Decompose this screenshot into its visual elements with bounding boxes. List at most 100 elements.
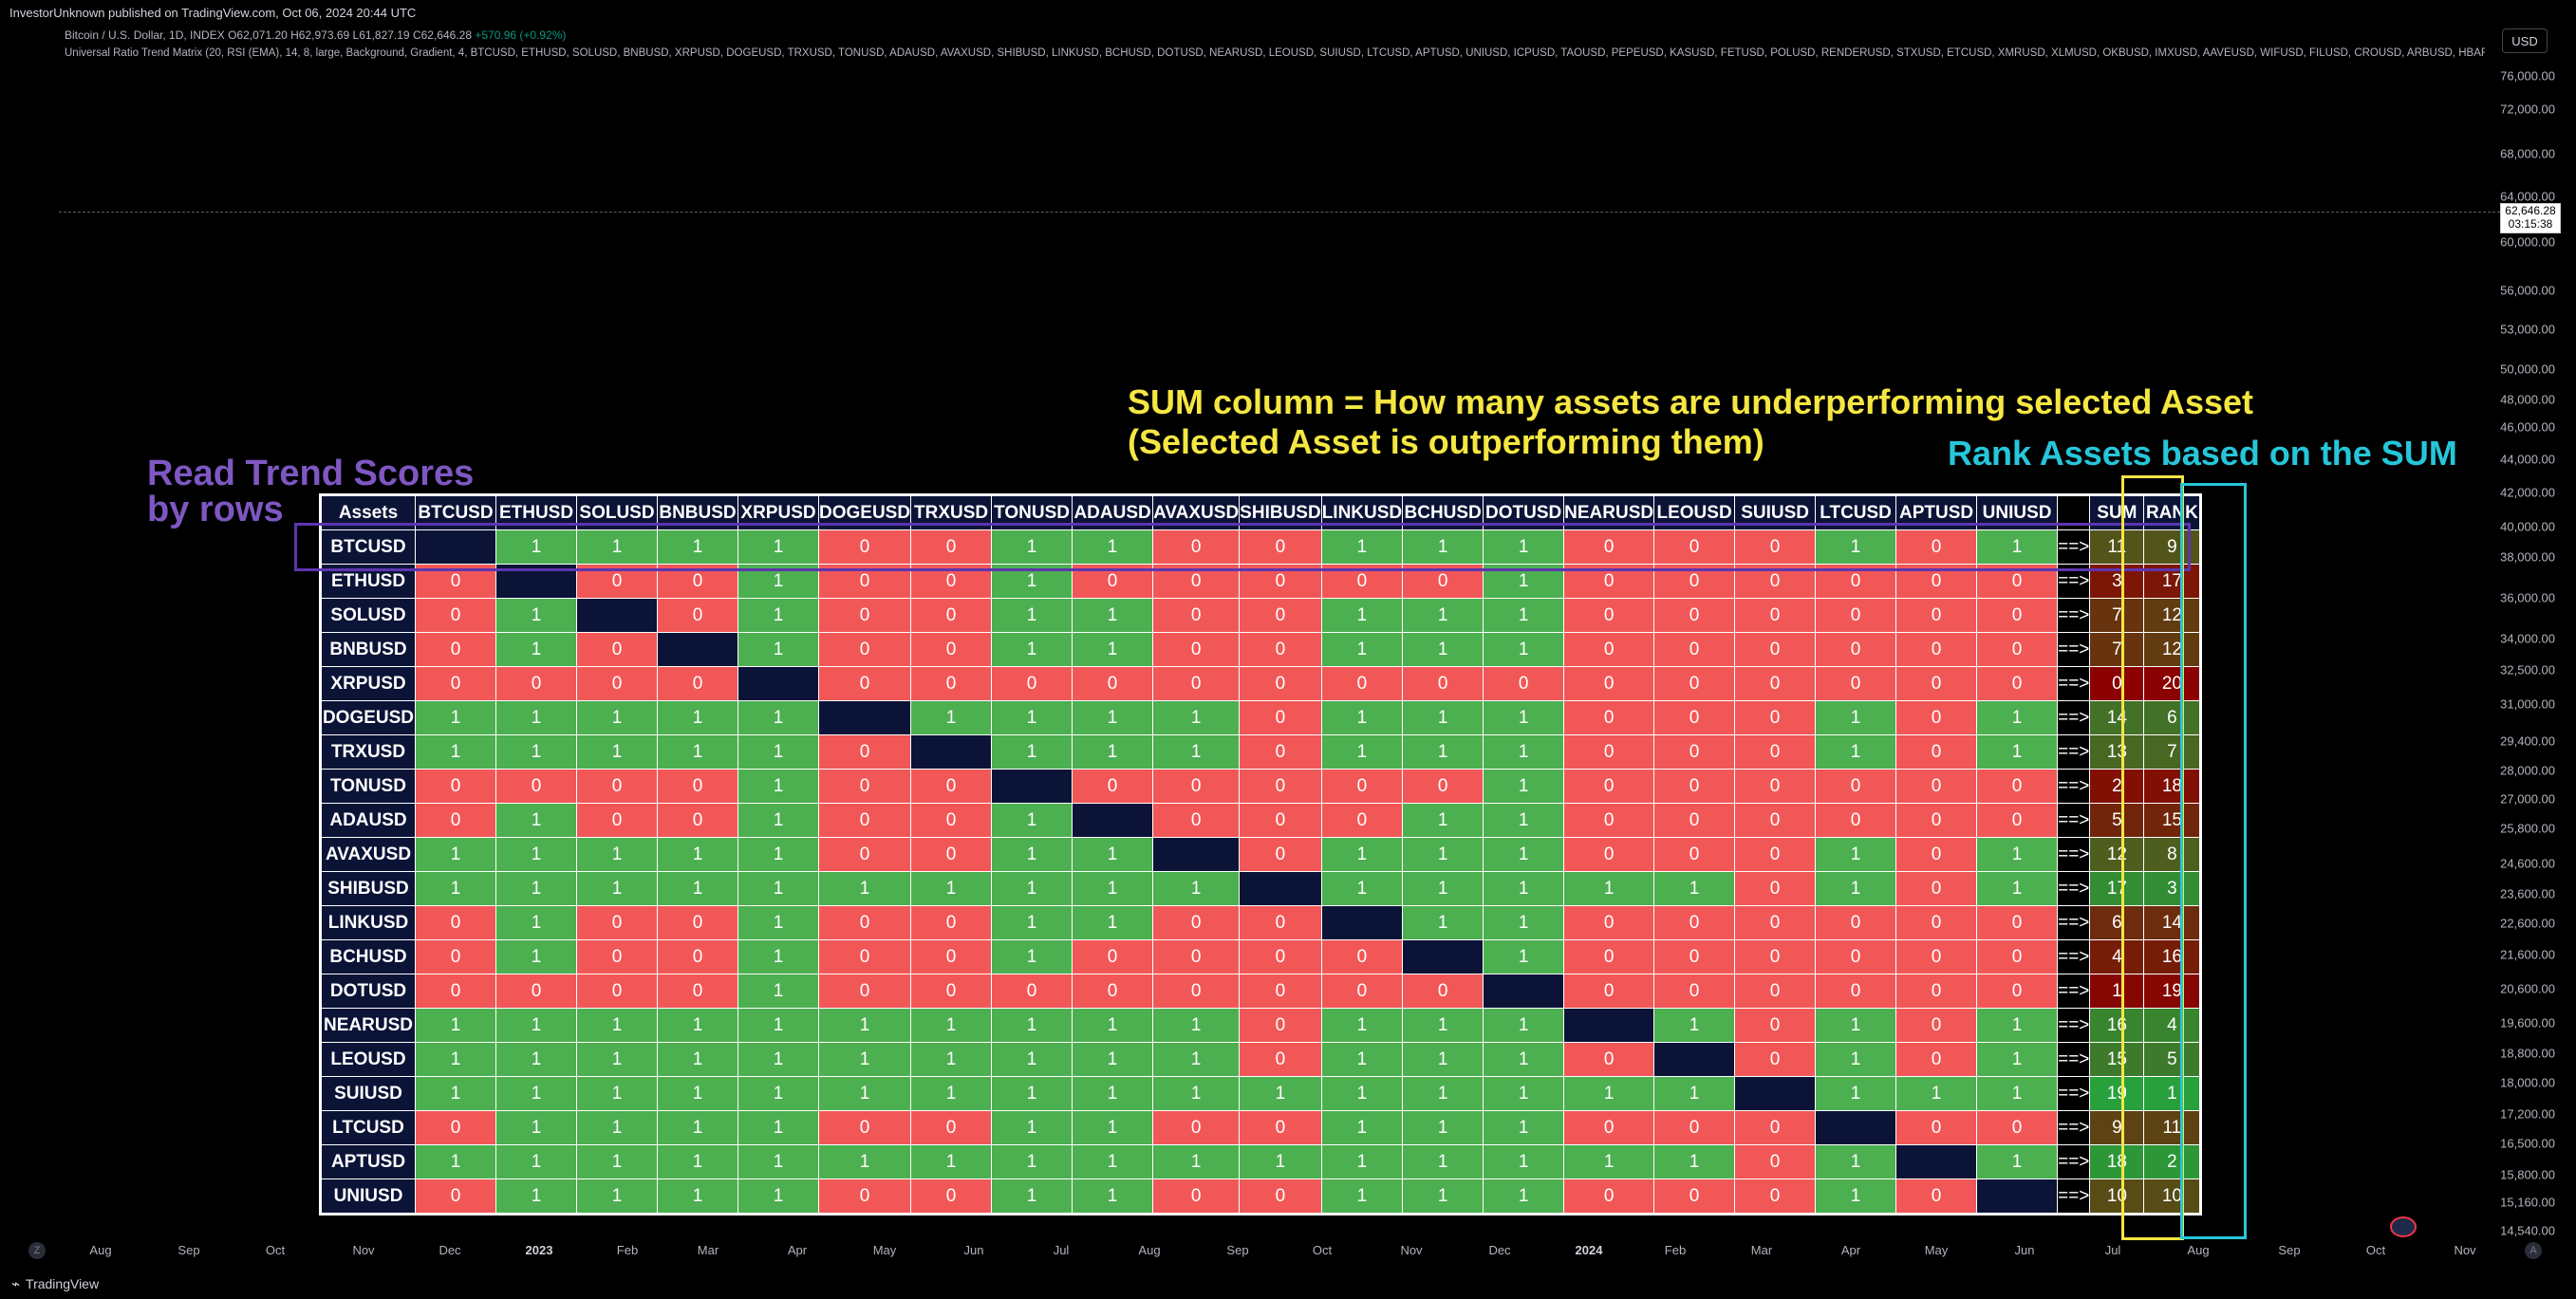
time-tick: Aug [2187,1243,2210,1257]
trend-score-cell: 1 [991,734,1073,770]
trend-score-cell: 0 [1239,1178,1322,1215]
trend-score-cell: 1 [991,1008,1073,1043]
trend-score-cell: 1 [495,803,577,838]
rank-cell: 15 [2143,803,2202,838]
trend-score-cell: 1 [1320,734,1404,770]
trend-score-cell: 0 [415,632,496,667]
row-asset-label: SHIBUSD [320,871,416,906]
trend-score-cell: 0 [1976,1110,2059,1145]
trend-score-cell: 0 [1895,632,1978,667]
trend-score-cell: 0 [1653,632,1736,667]
matrix-row: SHIBUSD 1 1 1 1 1 1 1 1 1 1 1 1 1 1 1 0 1 0 1 ==> 17 3 [320,871,2202,906]
sum-annotation: SUM column = How many assets are underpe… [1128,382,2253,462]
last-price-line [59,212,2500,213]
read-rows-line-1: Read Trend Scores [147,454,475,493]
sum-cell: 6 [2089,905,2145,940]
trend-score-cell: 0 [415,939,496,974]
trend-score-cell: 1 [1815,871,1897,906]
price-tick: 64,000.00 [2500,189,2555,204]
trend-score-cell: 0 [1653,974,1736,1009]
row-asset-label: TRXUSD [320,734,416,770]
sum-annotation-line-1: SUM column = How many assets are underpe… [1128,382,2254,421]
trend-score-cell: 1 [817,1076,912,1111]
trend-score-cell: 1 [1152,1008,1241,1043]
time-tick: 2023 [525,1243,553,1257]
trend-score-cell: 0 [415,598,496,633]
trend-score-cell: 1 [1976,1076,2059,1111]
rank-cell: 16 [2143,939,2202,974]
sum-cell: 16 [2089,1008,2145,1043]
trend-score-cell: 1 [657,1042,738,1077]
rank-cell: 1 [2143,1076,2202,1111]
diagonal-cell [1239,871,1322,906]
trend-score-cell: 1 [737,803,819,838]
trend-score-cell: 0 [1563,734,1655,770]
footer-brand[interactable]: TradingView [26,1276,100,1291]
indicator-legend[interactable]: Universal Ratio Trend Matrix (20, RSI (E… [65,47,2485,59]
time-axis[interactable]: Aug Sep Oct Nov Dec 2023 Feb Mar Apr May Jun Jul Aug… [0,1239,2576,1262]
price-tick: 60,000.00 [2500,234,2555,250]
rank-cell: 11 [2143,1110,2202,1145]
matrix-row: APTUSD 1 1 1 1 1 1 1 1 1 1 1 1 1 1 1 1 0 1 1 ==> 18 2 [320,1144,2202,1179]
trend-score-cell: 1 [1976,837,2059,872]
time-tick: 2024 [1575,1243,1603,1257]
price-tick: 18,000.00 [2500,1075,2555,1090]
trend-score-cell: 1 [1320,598,1404,633]
diagonal-cell [737,666,819,701]
trend-score-cell: 1 [1072,1042,1154,1077]
time-tick: Sep [2278,1243,2301,1257]
trend-score-cell: 1 [1483,1076,1565,1111]
trend-score-cell: 0 [1734,1008,1817,1043]
symbol-name[interactable]: Bitcoin / U.S. Dollar, 1D, INDEX [65,28,225,42]
arrow-cell: ==> [2057,1008,2091,1043]
trend-score-cell: 0 [1895,734,1978,770]
tradingview-logo-icon[interactable]: ⌁ [11,1276,21,1292]
trend-score-cell: 0 [576,632,658,667]
trend-score-cell: 0 [1239,905,1322,940]
trend-score-cell: 1 [495,632,577,667]
trend-score-cell: 0 [817,769,912,804]
diagonal-cell [1072,803,1154,838]
trend-score-cell: 0 [817,632,912,667]
trend-score-cell: 1 [1072,1144,1154,1179]
row-asset-label: BTCUSD [320,529,416,565]
publish-info: InvestorUnknown published on TradingView… [9,6,417,20]
auto-scale-button[interactable]: A [2525,1242,2542,1259]
matrix-row: TRXUSD 1 1 1 1 1 0 1 1 1 0 1 1 1 0 0 0 1 0 1 ==> 13 7 [320,734,2202,770]
trend-score-cell: 1 [1072,1076,1154,1111]
matrix-row: TONUSD 0 0 0 0 1 0 0 0 0 0 0 0 1 0 0 0 0 0 0 ==> 2 18 [320,769,2202,804]
trend-score-cell: 0 [910,769,993,804]
trend-score-cell: 1 [1563,1144,1655,1179]
trend-score-cell: 1 [737,1008,819,1043]
trend-score-cell: 0 [817,734,912,770]
zoom-reset-button[interactable]: Z [28,1242,46,1259]
trend-score-cell: 1 [415,1042,496,1077]
trend-score-cell: 0 [415,803,496,838]
row-asset-label: SOLUSD [320,598,416,633]
time-tick: Jul [1053,1243,1070,1257]
price-tick: 28,000.00 [2500,763,2555,778]
diagonal-cell [1320,905,1404,940]
trend-score-cell: 0 [1734,632,1817,667]
trend-score-cell: 1 [991,1042,1073,1077]
trend-score-cell: 0 [495,769,577,804]
trend-score-cell: 1 [1483,837,1565,872]
currency-button[interactable]: USD [2502,28,2548,53]
diagonal-cell [1895,1144,1978,1179]
trend-score-cell: 0 [1402,974,1484,1009]
trend-score-cell: 0 [1320,769,1404,804]
matrix-row: BTCUSD 1 1 1 1 0 0 1 1 0 0 1 1 1 0 0 0 1 0 1 ==> 11 9 [320,529,2202,565]
trend-score-cell: 0 [910,837,993,872]
trend-score-cell: 0 [1976,632,2059,667]
trend-score-cell: 0 [1734,939,1817,974]
arrow-cell: ==> [2057,632,2091,667]
trend-score-cell: 1 [910,1008,993,1043]
trend-score-cell: 0 [1563,803,1655,838]
trend-score-cell: 1 [1152,700,1241,735]
trend-score-cell: 1 [576,1042,658,1077]
trend-score-cell: 1 [910,871,993,906]
trend-score-cell: 0 [1734,871,1817,906]
trend-score-cell: 0 [1815,598,1897,633]
flag-icon[interactable] [2390,1216,2417,1237]
trend-score-cell: 0 [576,974,658,1009]
